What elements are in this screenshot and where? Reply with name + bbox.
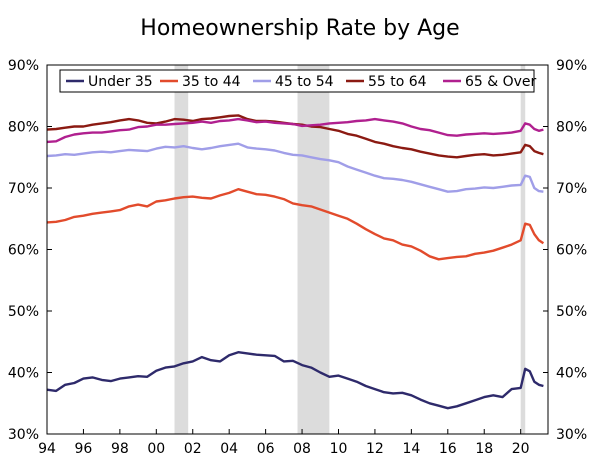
- y-tick-label-right: 90%: [556, 58, 587, 74]
- legend: Under 35 35 to 44 45 to 54 55 to 64 65 & Ove…: [59, 69, 537, 93]
- x-tick-label: 94: [38, 441, 56, 457]
- y-tick-label-right: 70%: [556, 181, 587, 197]
- x-tick-label: 08: [293, 441, 311, 457]
- y-tick-label-right: 50%: [556, 304, 587, 320]
- x-tick-label: 20: [512, 441, 530, 457]
- legend-label: 45 to 54: [275, 74, 334, 90]
- legend-label: 35 to 44: [182, 74, 241, 90]
- x-tick-label: 10: [330, 441, 348, 457]
- x-tick-label: 02: [184, 441, 202, 457]
- x-tick-label: 96: [75, 441, 93, 457]
- y-tick-label-left: 80%: [8, 120, 39, 136]
- legend-label: 55 to 64: [368, 74, 427, 90]
- y-tick-label-left: 50%: [8, 304, 39, 320]
- y-tick-label-right: 80%: [556, 120, 587, 136]
- y-tick-label-right: 40%: [556, 366, 587, 382]
- y-tick-label-left: 90%: [8, 58, 39, 74]
- y-tick-label-left: 40%: [8, 366, 39, 382]
- x-tick-label: 18: [475, 441, 493, 457]
- axis-layer: 30% 30% 40% 40% 50% 50% 60% 60% 70% 70% 80% 80% 90% 9…: [8, 58, 587, 457]
- x-tick-label: 04: [220, 441, 238, 457]
- recession-band-2: [297, 65, 330, 434]
- series-line-65-over: [46, 117, 544, 144]
- x-tick-label: 00: [147, 441, 165, 457]
- x-tick-label: 14: [402, 441, 420, 457]
- y-tick-label-right: 60%: [556, 243, 587, 259]
- recession-band-1: [174, 65, 189, 434]
- series-line-45-to-54: [46, 142, 544, 193]
- y-tick-label-left: 30%: [8, 427, 39, 443]
- chart-title: Homeownership Rate by Age: [140, 16, 459, 41]
- y-tick-label-left: 60%: [8, 243, 39, 259]
- x-tick-label: 12: [366, 441, 384, 457]
- series-line-35-to-44: [46, 188, 545, 261]
- y-tick-label-left: 70%: [8, 181, 39, 197]
- series-line-under-35: [46, 351, 544, 410]
- x-tick-label: 98: [111, 441, 129, 457]
- y-tick-label-right: 30%: [556, 427, 587, 443]
- x-tick-label: 06: [257, 441, 275, 457]
- recession-band-3: [520, 65, 526, 434]
- x-tick-label: 16: [439, 441, 457, 457]
- series-layer: [46, 114, 545, 410]
- legend-label: 65 & Over: [465, 74, 537, 90]
- legend-label: Under 35: [88, 74, 153, 90]
- legend-box: [59, 69, 535, 93]
